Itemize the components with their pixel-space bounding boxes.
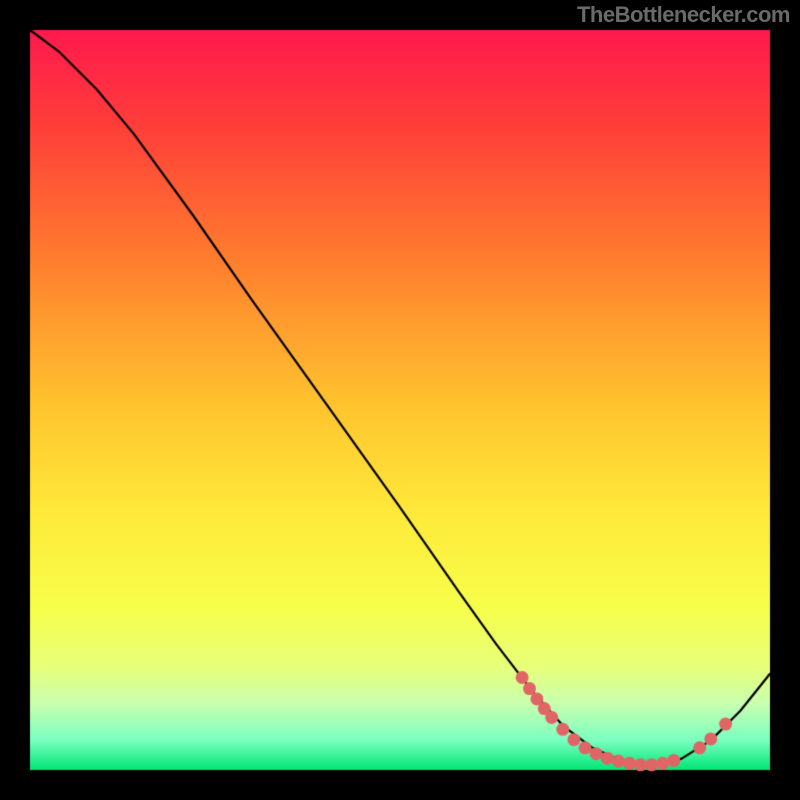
watermark-label: TheBottlenecker.com bbox=[577, 2, 790, 28]
bottleneck-curve-chart bbox=[0, 0, 800, 800]
